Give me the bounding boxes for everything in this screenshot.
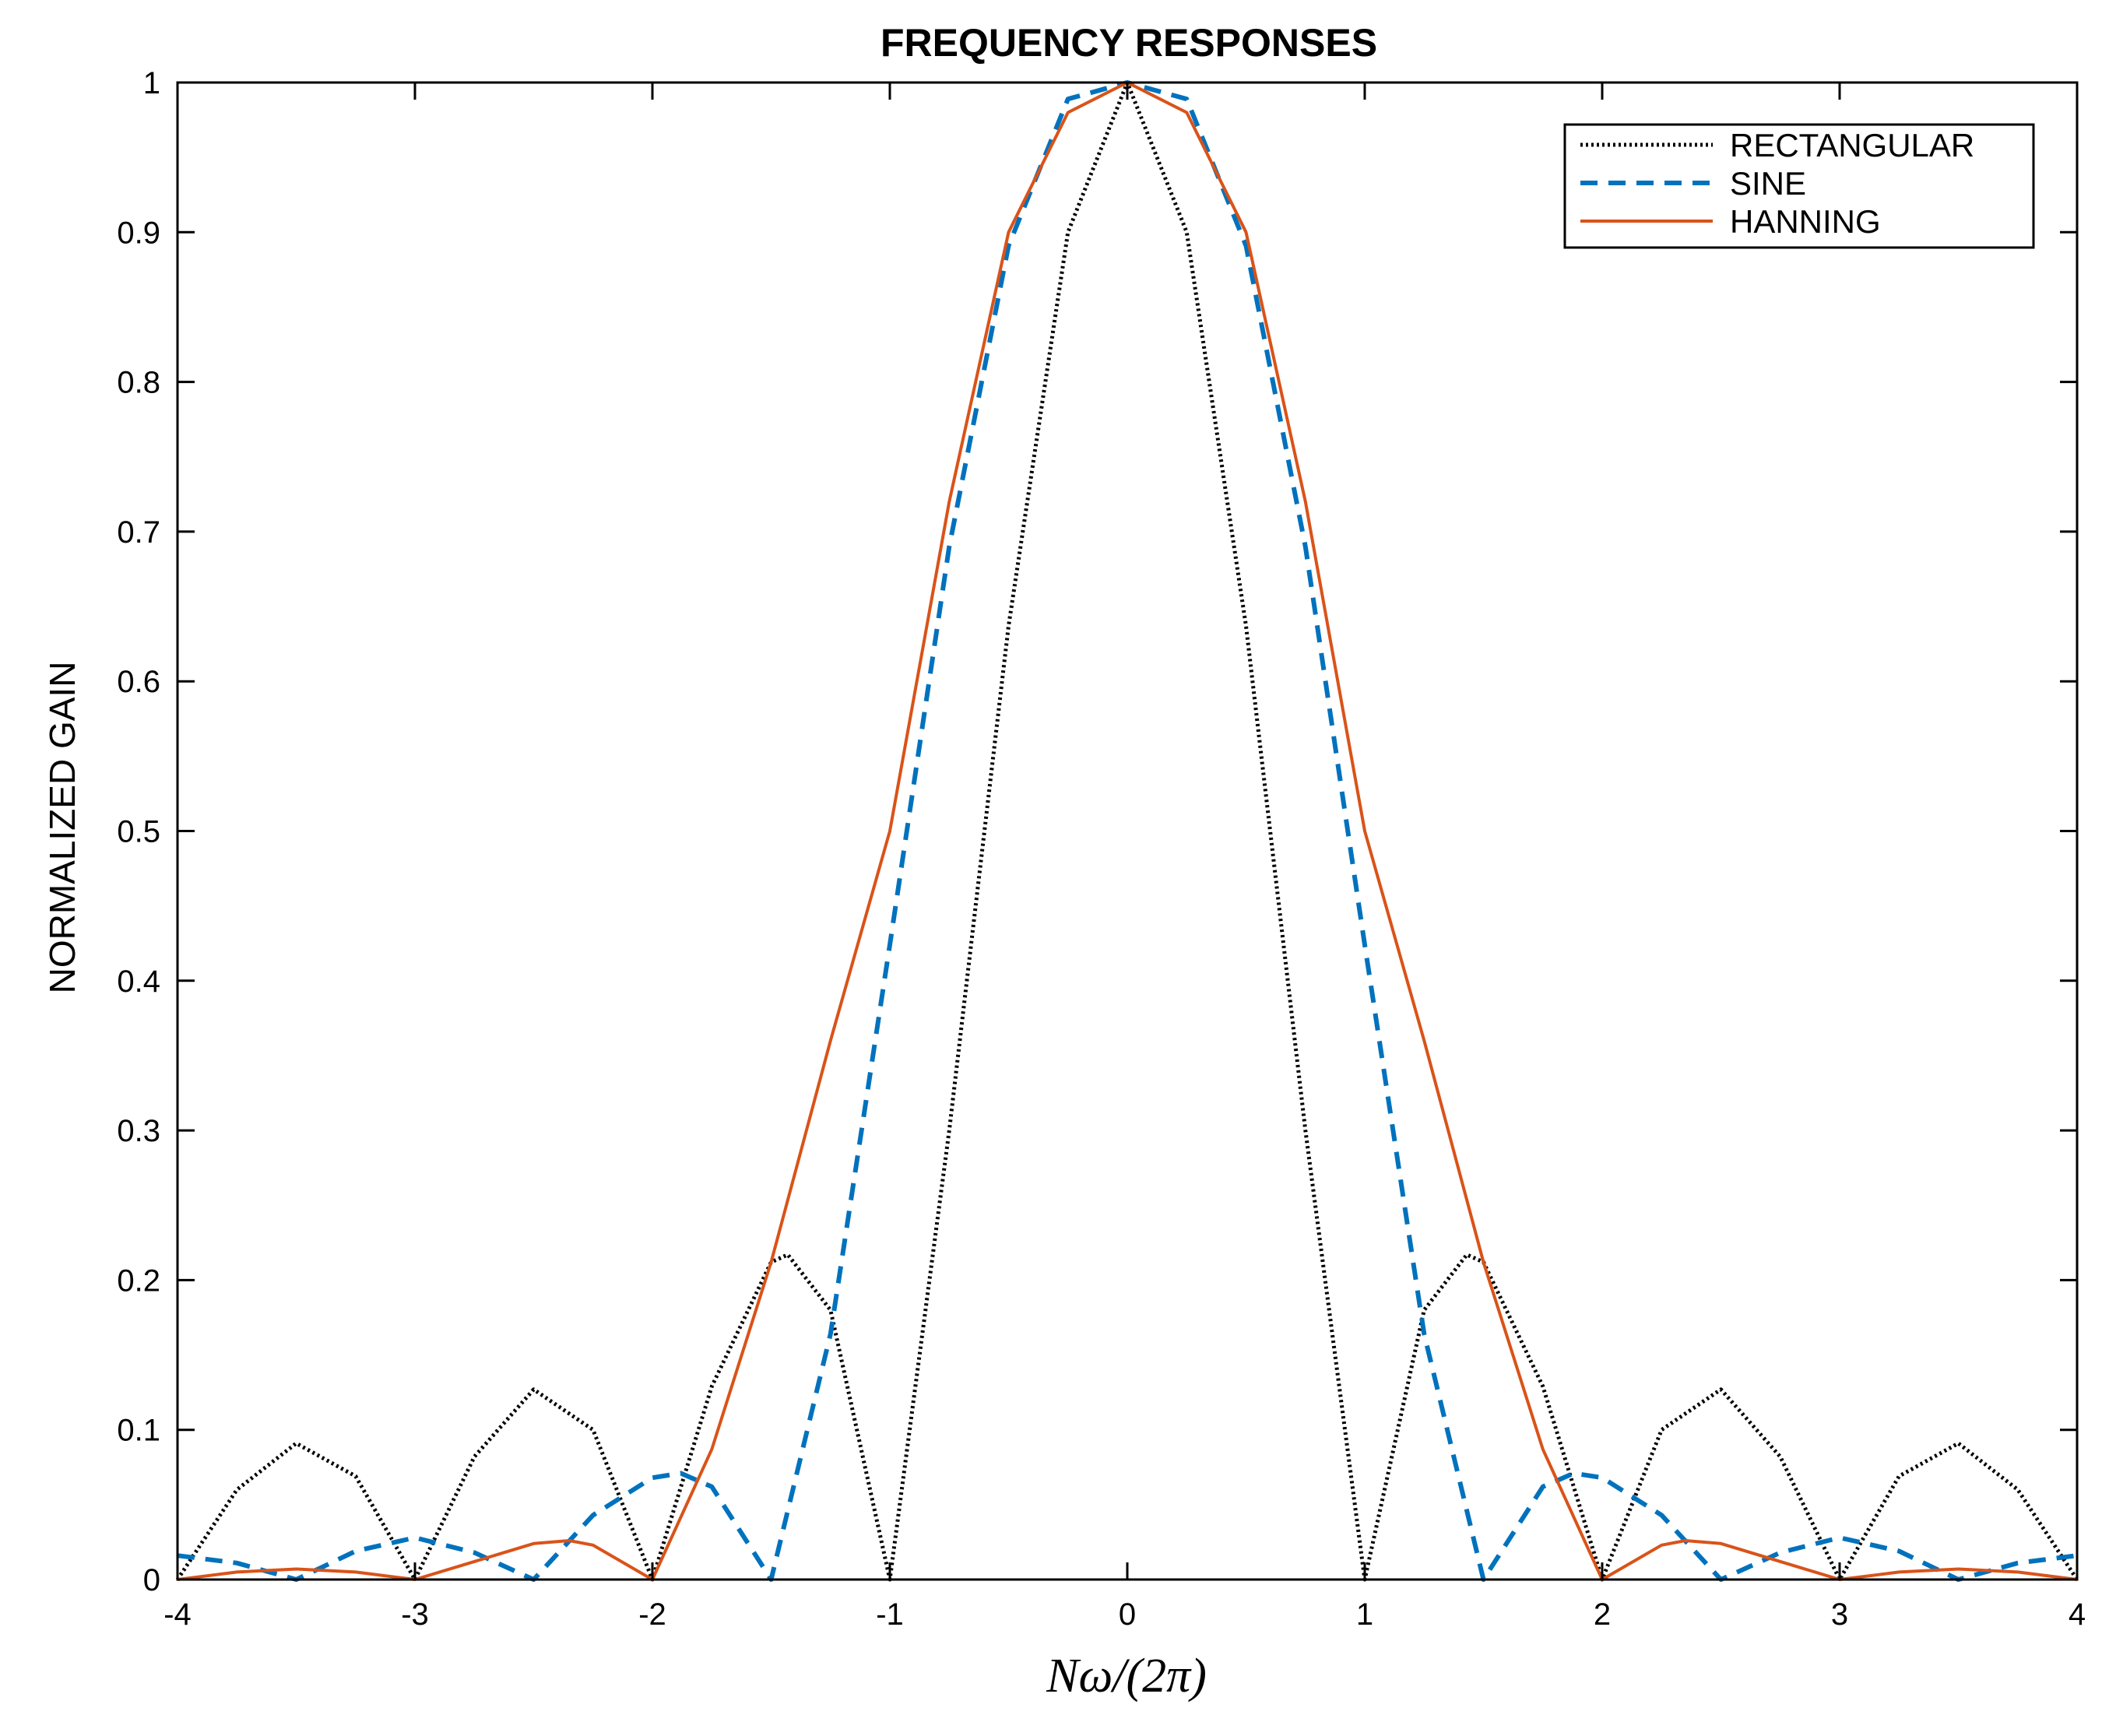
series-line-sine bbox=[177, 80, 2078, 1582]
x-tick-label: 2 bbox=[1594, 1597, 1611, 1632]
x-tick-label: 3 bbox=[1831, 1597, 1848, 1632]
legend-label-rectangular: RECTANGULAR bbox=[1730, 127, 1974, 163]
legend-label-hanning: HANNING bbox=[1730, 203, 1881, 240]
x-tick-label: -3 bbox=[401, 1597, 429, 1632]
y-tick-label: 1 bbox=[143, 66, 160, 100]
legend-box bbox=[1563, 123, 2035, 249]
y-tick-label: 0.9 bbox=[117, 216, 160, 250]
y-tick-label: 0.1 bbox=[117, 1414, 160, 1448]
legend: RECTANGULAR SINE HANNING bbox=[1563, 123, 2035, 249]
y-tick-label: 0.5 bbox=[117, 815, 160, 849]
y-tick-label: 0.7 bbox=[117, 515, 160, 550]
y-axis-label: NORMALIZED GAIN bbox=[42, 662, 83, 994]
chart-title: FREQUENCY RESPONSES bbox=[881, 21, 1377, 65]
series-line-rectangular bbox=[175, 80, 2079, 1582]
y-tick-label: 0 bbox=[143, 1563, 160, 1597]
y-tick-label: 0.2 bbox=[117, 1263, 160, 1298]
y-tick-label: 0.3 bbox=[117, 1114, 160, 1148]
y-tick-label: 0.6 bbox=[117, 665, 160, 699]
x-tick-label: -2 bbox=[638, 1597, 666, 1632]
series-line-hanning bbox=[177, 81, 2078, 1581]
x-tick-label: 0 bbox=[1119, 1597, 1136, 1632]
x-tick-label: -4 bbox=[163, 1597, 192, 1632]
y-tick-label: 0.8 bbox=[117, 366, 160, 400]
axes-box bbox=[176, 81, 2079, 1581]
x-tick-label: 4 bbox=[2069, 1597, 2086, 1632]
y-tick-label: 0.4 bbox=[117, 965, 160, 999]
x-tick-label: 1 bbox=[1356, 1597, 1373, 1632]
series-layer bbox=[175, 80, 2079, 1582]
x-tick-label: -1 bbox=[876, 1597, 904, 1632]
x-axis-label: Nω/(2π) bbox=[1046, 1650, 1207, 1703]
ticks-layer: -4 -3 -2 -1 0 1 2 3 4 0 0.1 0.2 0.3 0.4 0.5 0.6 0.7 0.8 0.… bbox=[117, 66, 2086, 1632]
plot-area: -4 -3 -2 -1 0 1 2 3 4 0 0.1 0.2 0.3 0.4 0.5 0.6 0.7 0.8 0.… bbox=[117, 66, 2086, 1632]
legend-label-sine: SINE bbox=[1730, 165, 1806, 202]
